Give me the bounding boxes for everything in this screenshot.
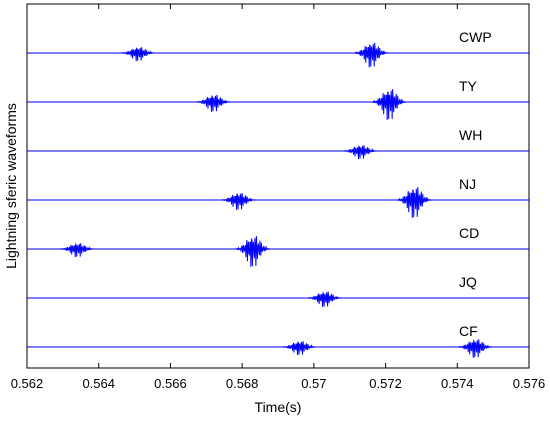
x-tick-label: 0.57 [301, 376, 326, 391]
sferic-burst [397, 187, 432, 218]
trace-cf [27, 339, 529, 358]
station-label-cf: CF [459, 323, 478, 339]
plot-frame [26, 3, 530, 369]
sferic-burst [121, 47, 156, 62]
x-tick-label: 0.566 [154, 376, 187, 391]
trace-wh [27, 145, 529, 160]
trace-jq [27, 291, 529, 307]
sferic-burst [282, 341, 317, 356]
x-axis-label: Time(s) [255, 399, 302, 415]
trace-nj [27, 187, 529, 218]
station-labels-group: CWP TY WH NJ CD JQ CF [459, 29, 492, 339]
sferic-burst [307, 291, 342, 307]
x-tick-label: 0.572 [369, 376, 402, 391]
sferic-burst [196, 94, 231, 112]
trace-cd [27, 236, 529, 267]
x-axis: 0.562 0.564 0.566 0.568 0.57 0.572 0.574 0.576 [11, 4, 546, 391]
station-label-nj: NJ [459, 176, 476, 192]
x-tick-label: 0.562 [11, 376, 44, 391]
trace-cwp [27, 42, 529, 68]
traces-group [27, 42, 529, 358]
x-tick-label: 0.564 [82, 376, 115, 391]
station-label-wh: WH [459, 127, 482, 143]
sferic-burst [60, 243, 95, 258]
sferic-burst [343, 145, 378, 160]
sferic-burst [235, 236, 271, 267]
trace-ty [27, 89, 529, 120]
station-label-cd: CD [459, 225, 479, 241]
station-label-ty: TY [459, 78, 478, 94]
y-axis-label: Lightning sferic waveforms [3, 103, 19, 269]
station-label-cwp: CWP [459, 29, 492, 45]
station-label-jq: JQ [459, 274, 477, 290]
x-tick-label: 0.576 [513, 376, 546, 391]
x-tick-label: 0.568 [226, 376, 259, 391]
sferic-burst [221, 192, 256, 210]
sferic-burst [458, 339, 493, 358]
sferic-burst [354, 42, 389, 68]
sferic-burst [372, 89, 407, 120]
x-tick-label: 0.574 [441, 376, 474, 391]
